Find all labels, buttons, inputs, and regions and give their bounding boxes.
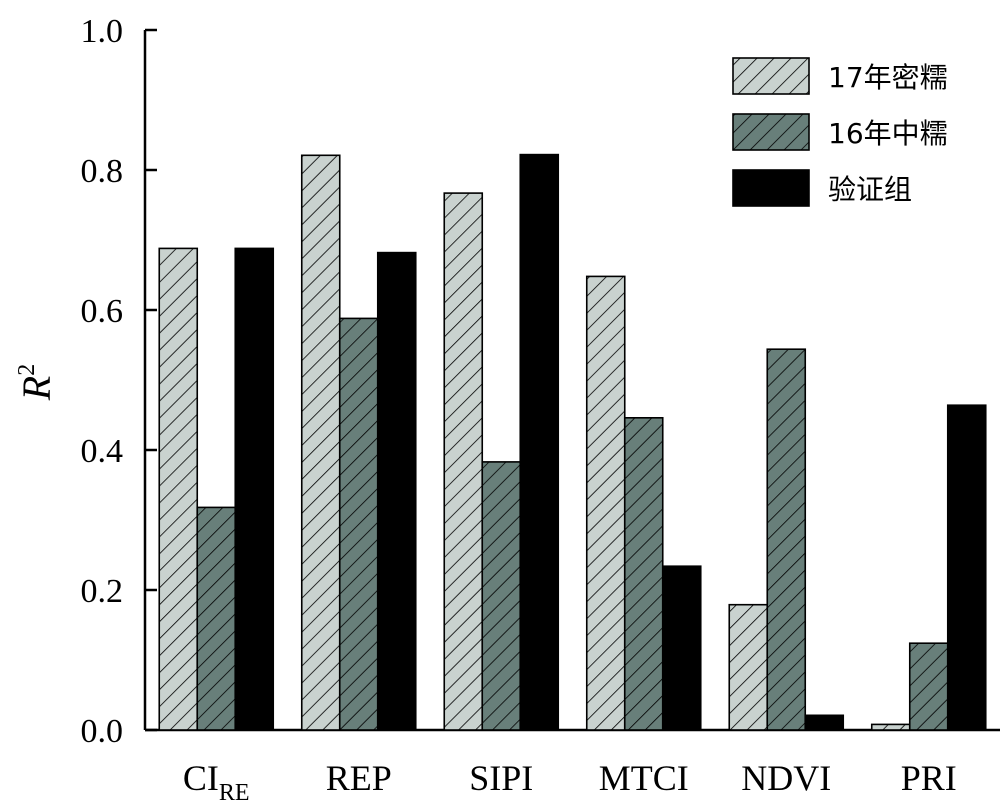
y-tick-label: 0.0	[81, 713, 124, 750]
y-tick-labels: 0.0 0.2 0.4 0.6 0.8 1.0	[81, 13, 124, 750]
x-tick-label: CIRE	[183, 758, 250, 803]
legend-swatch	[732, 113, 810, 151]
bar-5-series-3	[804, 714, 845, 731]
y-tick-label: 0.2	[81, 573, 124, 610]
x-tick-label: PRI	[901, 758, 957, 798]
legend-label: 17年密糯	[828, 61, 948, 94]
axes	[143, 28, 1000, 732]
y-tick-label: 0.8	[81, 153, 124, 190]
bar-4-series-1	[585, 275, 626, 731]
bar-6-series-1	[870, 723, 911, 731]
x-tick-label-main: CI	[183, 758, 219, 798]
x-tick-label-main: REP	[326, 758, 392, 798]
y-tick-label: 1.0	[81, 13, 124, 50]
x-tick-label: MTCI	[599, 758, 689, 798]
bar-2-series-1	[300, 154, 341, 731]
y-axis-title-main: R	[14, 376, 59, 401]
x-tick-label: REP	[326, 758, 392, 798]
x-tick-label-main: PRI	[901, 758, 957, 798]
bar-6-series-2	[908, 642, 949, 731]
x-tick-label-subscript: RE	[219, 780, 250, 803]
bar-1-series-1	[158, 247, 199, 731]
x-tick-label-main: NDVI	[741, 758, 831, 798]
legend-swatch	[732, 169, 810, 207]
legend-label: 验证组	[828, 173, 912, 206]
bar-5-series-2	[766, 348, 807, 731]
y-axis-title-superscript: 2	[14, 364, 40, 376]
bar-5-series-1	[728, 603, 769, 731]
bar-3-series-2	[481, 461, 522, 731]
y-axis-title: R2	[14, 364, 59, 401]
x-tick-label: SIPI	[469, 758, 533, 798]
y-tick-label: 0.6	[81, 293, 124, 330]
bar-2-series-3	[376, 251, 417, 731]
x-tick-label: NDVI	[741, 758, 831, 798]
x-tick-labels: CIRE REP SIPI MTCI NDVI PRI	[183, 758, 957, 803]
x-tick-label-main: MTCI	[599, 758, 689, 798]
bar-1-series-3	[234, 247, 275, 731]
bar-2-series-2	[338, 317, 379, 731]
bar-4-series-2	[623, 416, 664, 731]
y-tick-label: 0.4	[81, 433, 124, 470]
bar-3-series-3	[519, 153, 560, 731]
bar-3-series-1	[443, 192, 484, 731]
bars	[158, 153, 987, 731]
bar-4-series-3	[661, 565, 702, 731]
bar-6-series-3	[946, 404, 987, 731]
bar-1-series-2	[196, 506, 237, 731]
legend-swatch	[732, 57, 810, 95]
x-tick-label-main: SIPI	[469, 758, 533, 798]
legend-label: 16年中糯	[828, 117, 948, 150]
